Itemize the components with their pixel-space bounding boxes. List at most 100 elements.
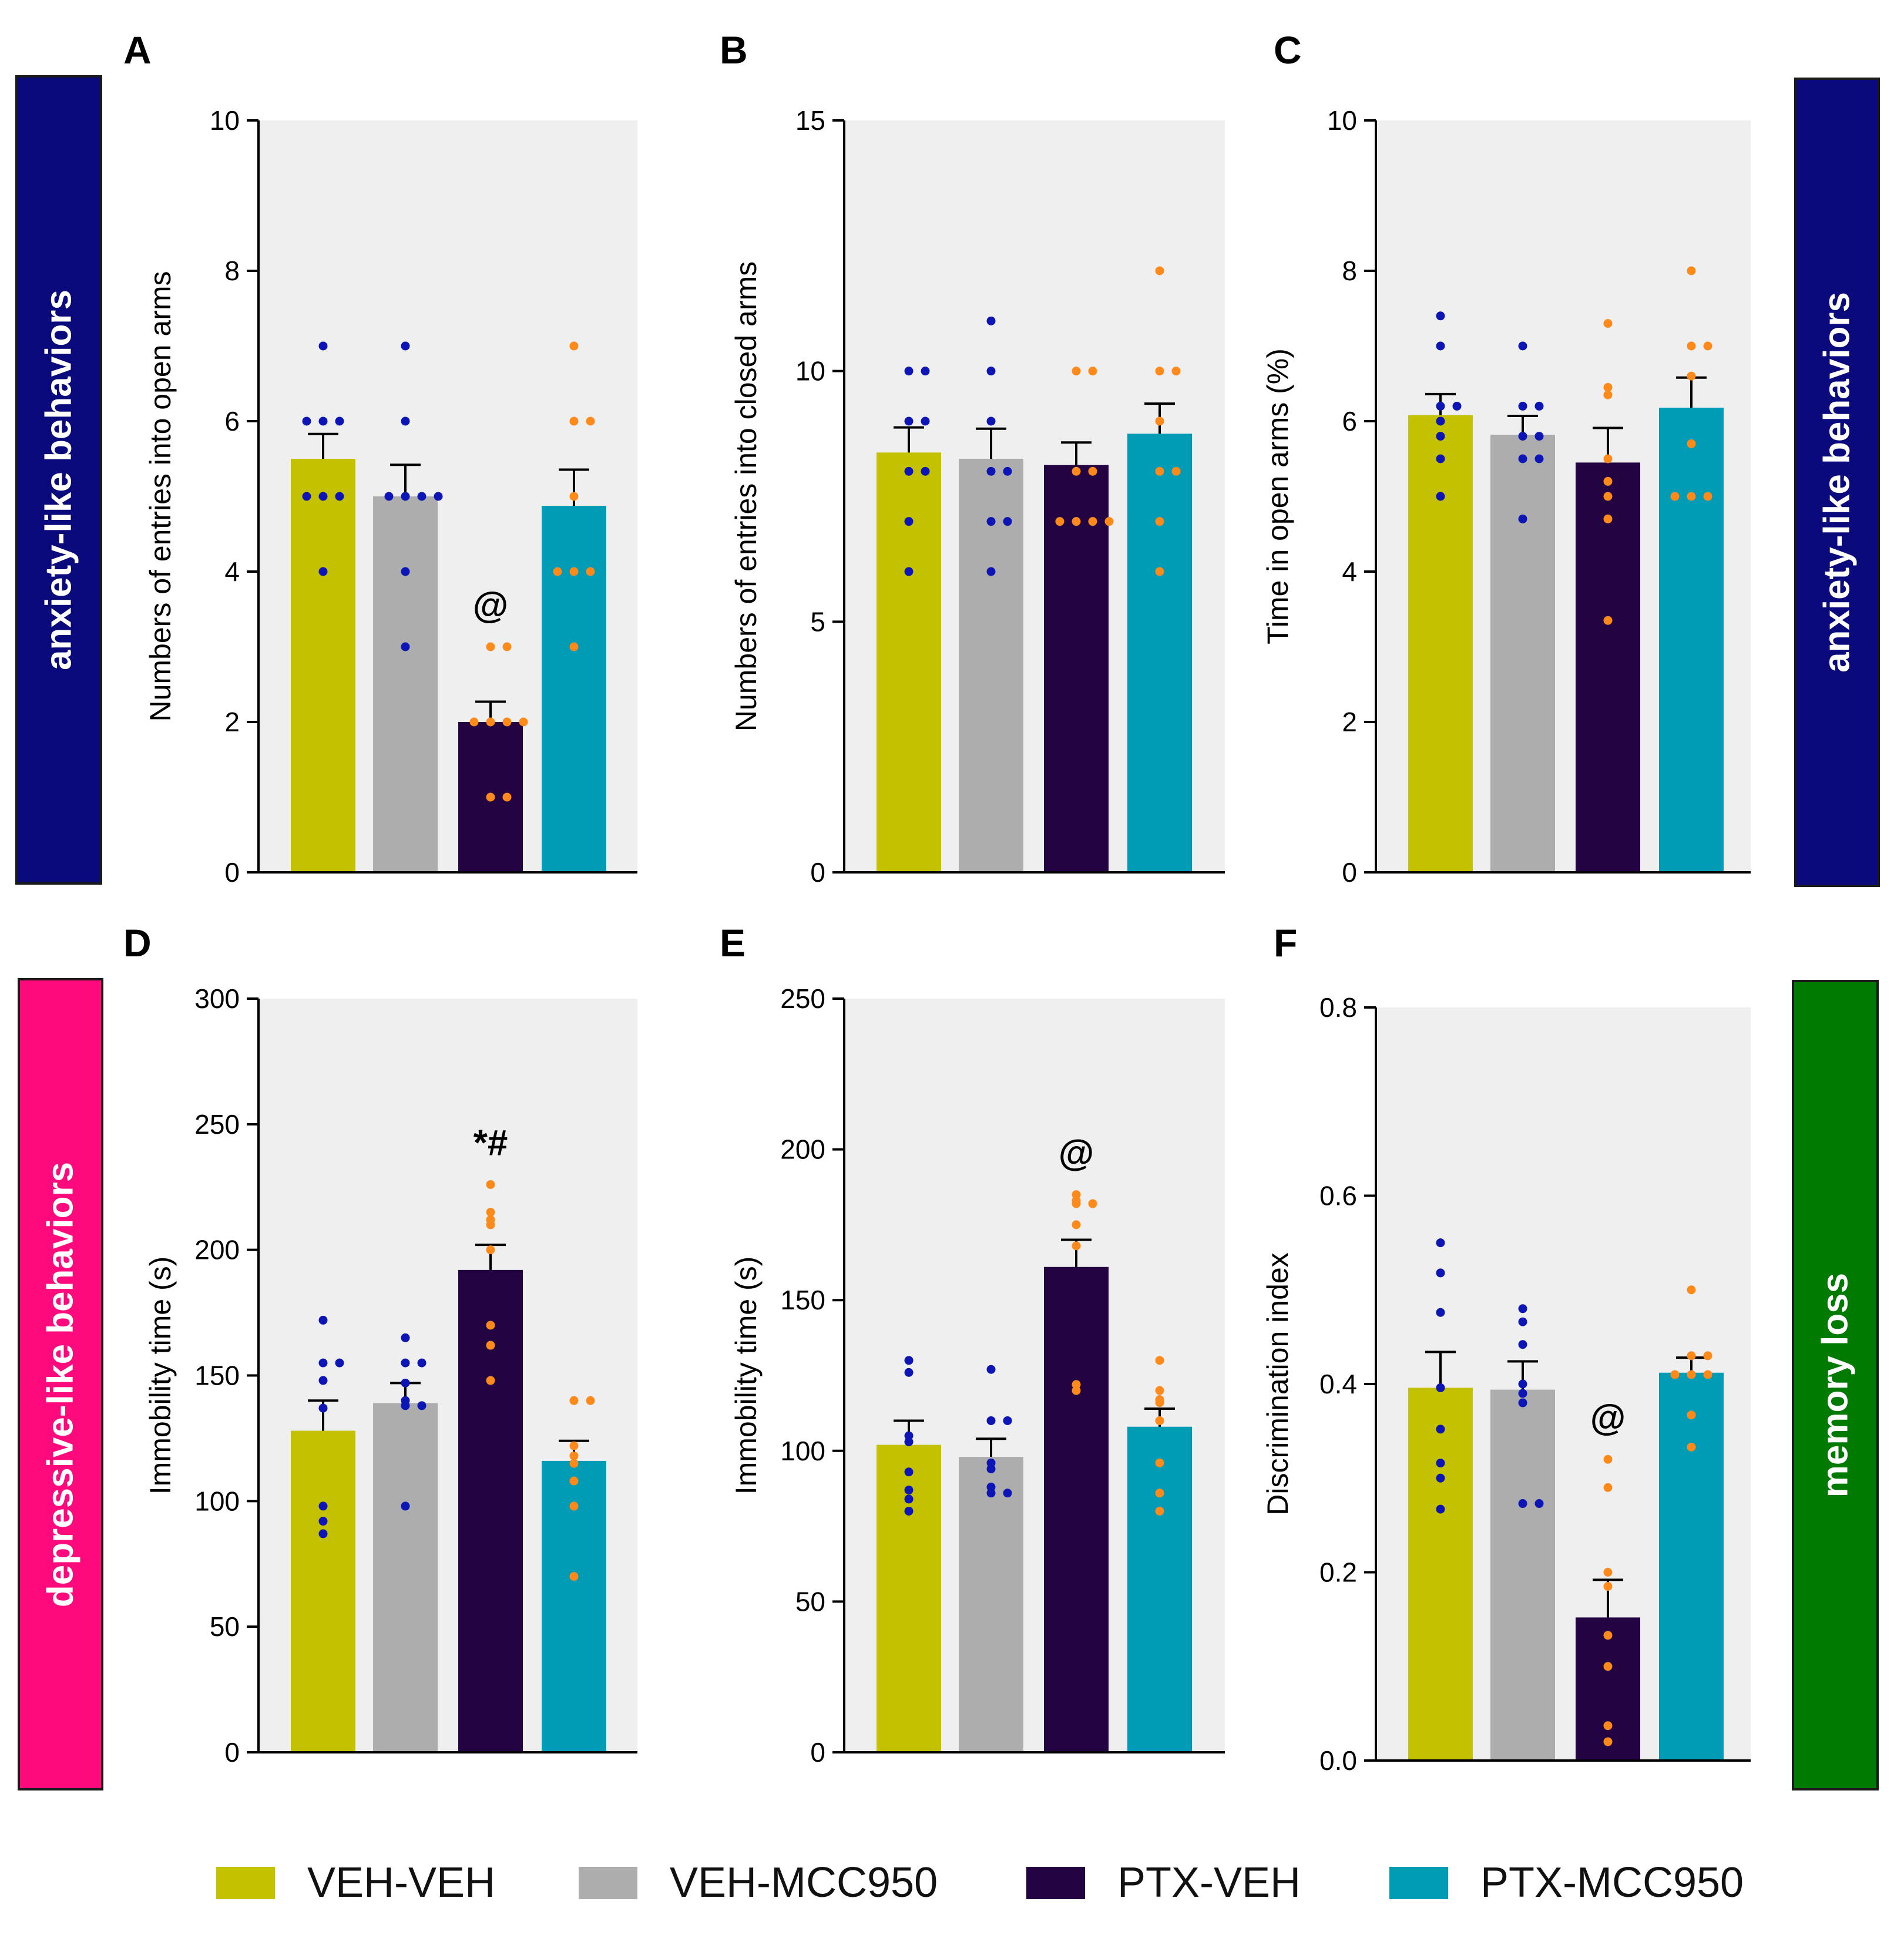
data-point <box>586 1396 595 1405</box>
data-point <box>1104 517 1114 526</box>
data-point <box>1436 1425 1445 1434</box>
data-point <box>1687 439 1696 448</box>
data-point <box>1003 1489 1012 1498</box>
bar <box>1576 462 1640 872</box>
y-tick-label: 10 <box>210 105 240 136</box>
data-point <box>569 1396 579 1405</box>
y-tick-label: 2 <box>1342 707 1357 737</box>
bar <box>1408 1388 1473 1761</box>
data-point <box>1171 466 1181 476</box>
data-point <box>486 1208 495 1217</box>
data-point <box>1155 1458 1164 1467</box>
data-point <box>921 367 930 376</box>
y-axis-label: Time in open arms (%) <box>1261 348 1294 644</box>
data-point <box>986 1489 996 1498</box>
y-tick-label: 0 <box>224 1737 240 1768</box>
data-point <box>434 492 443 501</box>
bar <box>1576 1617 1640 1761</box>
data-point <box>986 1482 996 1491</box>
bar <box>373 496 438 872</box>
data-point <box>1534 432 1544 441</box>
y-tick-label: 10 <box>795 356 825 387</box>
data-point <box>1155 1395 1164 1405</box>
data-point <box>1436 1238 1445 1248</box>
side-label-text: depressive-like behaviors <box>40 1161 81 1607</box>
data-point <box>1687 492 1696 501</box>
data-point <box>1452 401 1462 411</box>
data-point <box>417 1358 427 1368</box>
bar <box>291 459 355 872</box>
data-point <box>1603 1582 1613 1591</box>
data-point <box>335 1358 344 1368</box>
data-point <box>1436 1504 1445 1514</box>
data-point <box>1155 1506 1164 1516</box>
significance-mark: @ <box>1059 1133 1094 1174</box>
data-point <box>302 492 311 501</box>
data-point <box>1603 1483 1613 1492</box>
data-point <box>486 1321 495 1330</box>
legend-item: PTX-VEH <box>1026 1850 1301 1915</box>
data-point <box>1088 517 1097 526</box>
panel-letter: F <box>1274 921 1297 965</box>
data-point <box>1670 1370 1680 1379</box>
data-point <box>486 1180 495 1189</box>
y-tick-label: 15 <box>795 105 825 136</box>
bar <box>1127 434 1192 872</box>
chart-panel-d: D *# 0 50 100 150 200 250 300 Immobility time (s) <box>123 921 637 1768</box>
data-point <box>1687 1285 1696 1295</box>
data-point <box>586 567 595 576</box>
data-point <box>986 416 996 426</box>
data-point <box>921 416 930 426</box>
bar <box>373 1403 438 1752</box>
data-point <box>1072 517 1081 526</box>
data-point <box>1603 390 1613 399</box>
y-tick-label: 0 <box>1342 857 1357 888</box>
data-point <box>904 367 914 376</box>
chart-panel-b: B 0 5 10 15 Numbers of entries into closed ar… <box>720 28 1225 888</box>
data-point <box>1603 1662 1613 1671</box>
data-point <box>401 642 410 651</box>
data-point <box>1171 367 1181 376</box>
bar <box>959 1457 1023 1752</box>
bar <box>1490 1389 1555 1761</box>
y-tick-label: 50 <box>210 1611 240 1642</box>
data-point <box>1155 266 1164 276</box>
y-tick-label: 300 <box>194 983 240 1014</box>
y-tick-label: 250 <box>194 1109 240 1140</box>
data-point <box>401 1501 410 1511</box>
side-label-text: anxiety-like behaviors <box>38 290 79 670</box>
data-point <box>502 717 512 727</box>
data-point <box>486 717 495 727</box>
data-point <box>986 1416 996 1425</box>
data-point <box>1155 567 1164 576</box>
data-point <box>904 1506 914 1516</box>
data-point <box>569 1459 579 1468</box>
legend-item: VEH-VEH <box>216 1850 495 1915</box>
data-point <box>569 1476 579 1486</box>
data-point <box>318 1358 328 1368</box>
data-point <box>986 567 996 576</box>
data-point <box>1072 1386 1081 1395</box>
legend-swatch <box>1389 1866 1448 1899</box>
significance-mark: @ <box>1590 1398 1626 1438</box>
data-point <box>1518 1389 1527 1398</box>
y-tick-label: 0 <box>810 857 825 888</box>
y-tick-label: 0.8 <box>1319 992 1357 1023</box>
data-point <box>1155 466 1164 476</box>
bar <box>1408 415 1473 872</box>
legend-item: VEH-MCC950 <box>579 1850 938 1915</box>
data-point <box>904 1486 914 1495</box>
data-point <box>904 1467 914 1477</box>
data-point <box>318 416 328 426</box>
panel-letter: A <box>123 28 152 72</box>
panel-letter: D <box>123 921 152 965</box>
data-point <box>1518 514 1527 523</box>
data-point <box>486 642 495 651</box>
data-point <box>401 492 410 501</box>
data-point <box>1518 341 1527 351</box>
data-point <box>1518 1317 1527 1326</box>
data-point <box>318 1315 328 1325</box>
y-tick-label: 0.0 <box>1319 1745 1357 1776</box>
data-point <box>1436 1268 1445 1278</box>
